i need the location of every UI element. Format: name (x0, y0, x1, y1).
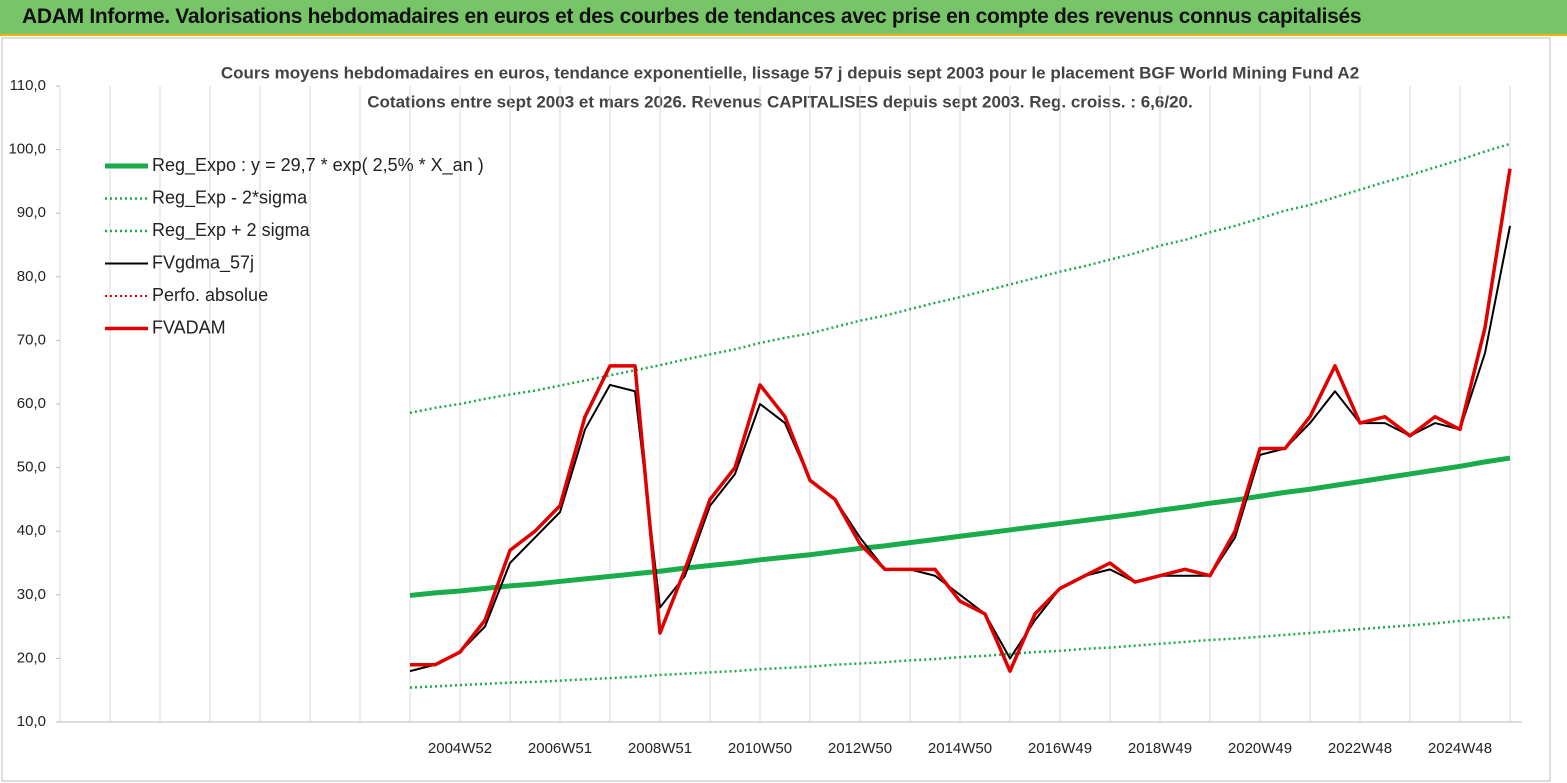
chart-subtitle: Cotations entre sept 2003 et mars 2026. … (367, 92, 1192, 111)
series-line (409, 142, 1511, 415)
x-tick-label: 2008W51 (628, 740, 692, 757)
y-tick-label: 40,0 (17, 522, 46, 539)
x-tick-label: 2014W50 (928, 740, 992, 757)
y-tick-label: 100,0 (8, 141, 46, 158)
x-tick-label: 2020W49 (1228, 740, 1292, 757)
y-tick-label: 50,0 (17, 459, 46, 476)
header-title: ADAM Informe. Valorisations hebdomadaire… (22, 5, 1362, 28)
series-line (409, 455, 1511, 598)
legend-label: FVADAM (152, 317, 226, 337)
legend-label: Reg_Expo : y = 29,7 * exp( 2,5% * X_an ) (152, 155, 484, 176)
x-tick-label: 2016W49 (1028, 740, 1092, 757)
y-tick-label: 10,0 (17, 713, 46, 730)
x-tick-label: 2010W50 (728, 740, 792, 757)
x-tick-label: 2004W52 (428, 740, 492, 757)
header: ADAM Informe. Valorisations hebdomadaire… (0, 0, 1567, 36)
x-tick-label: 2012W50 (828, 740, 892, 757)
x-tick-label: 2024W48 (1428, 740, 1492, 757)
series-line (409, 225, 1511, 673)
y-tick-label: 20,0 (17, 649, 46, 666)
legend-label: Perfo. absolue (152, 285, 268, 305)
legend-label: Reg_Exp + 2 sigma (152, 220, 311, 241)
x-tick-label: 2022W48 (1328, 740, 1392, 757)
y-tick-label: 60,0 (17, 395, 46, 412)
x-tick-label: 2006W51 (528, 740, 592, 757)
chart: Cours moyens hebdomadaires en euros, ten… (1, 37, 1551, 782)
chart-title: Cours moyens hebdomadaires en euros, ten… (221, 63, 1359, 82)
series-line (410, 168, 1512, 673)
y-tick-label: 80,0 (17, 268, 46, 285)
y-tick-label: 30,0 (17, 586, 46, 603)
legend-label: FVgdma_57j (152, 252, 254, 273)
y-tick-label: 70,0 (17, 331, 46, 348)
x-tick-label: 2018W49 (1128, 740, 1192, 757)
y-tick-label: 90,0 (17, 204, 46, 221)
y-tick-label: 110,0 (10, 77, 46, 94)
series-line (409, 615, 1511, 689)
legend-label: Reg_Exp - 2*sigma (152, 187, 308, 208)
